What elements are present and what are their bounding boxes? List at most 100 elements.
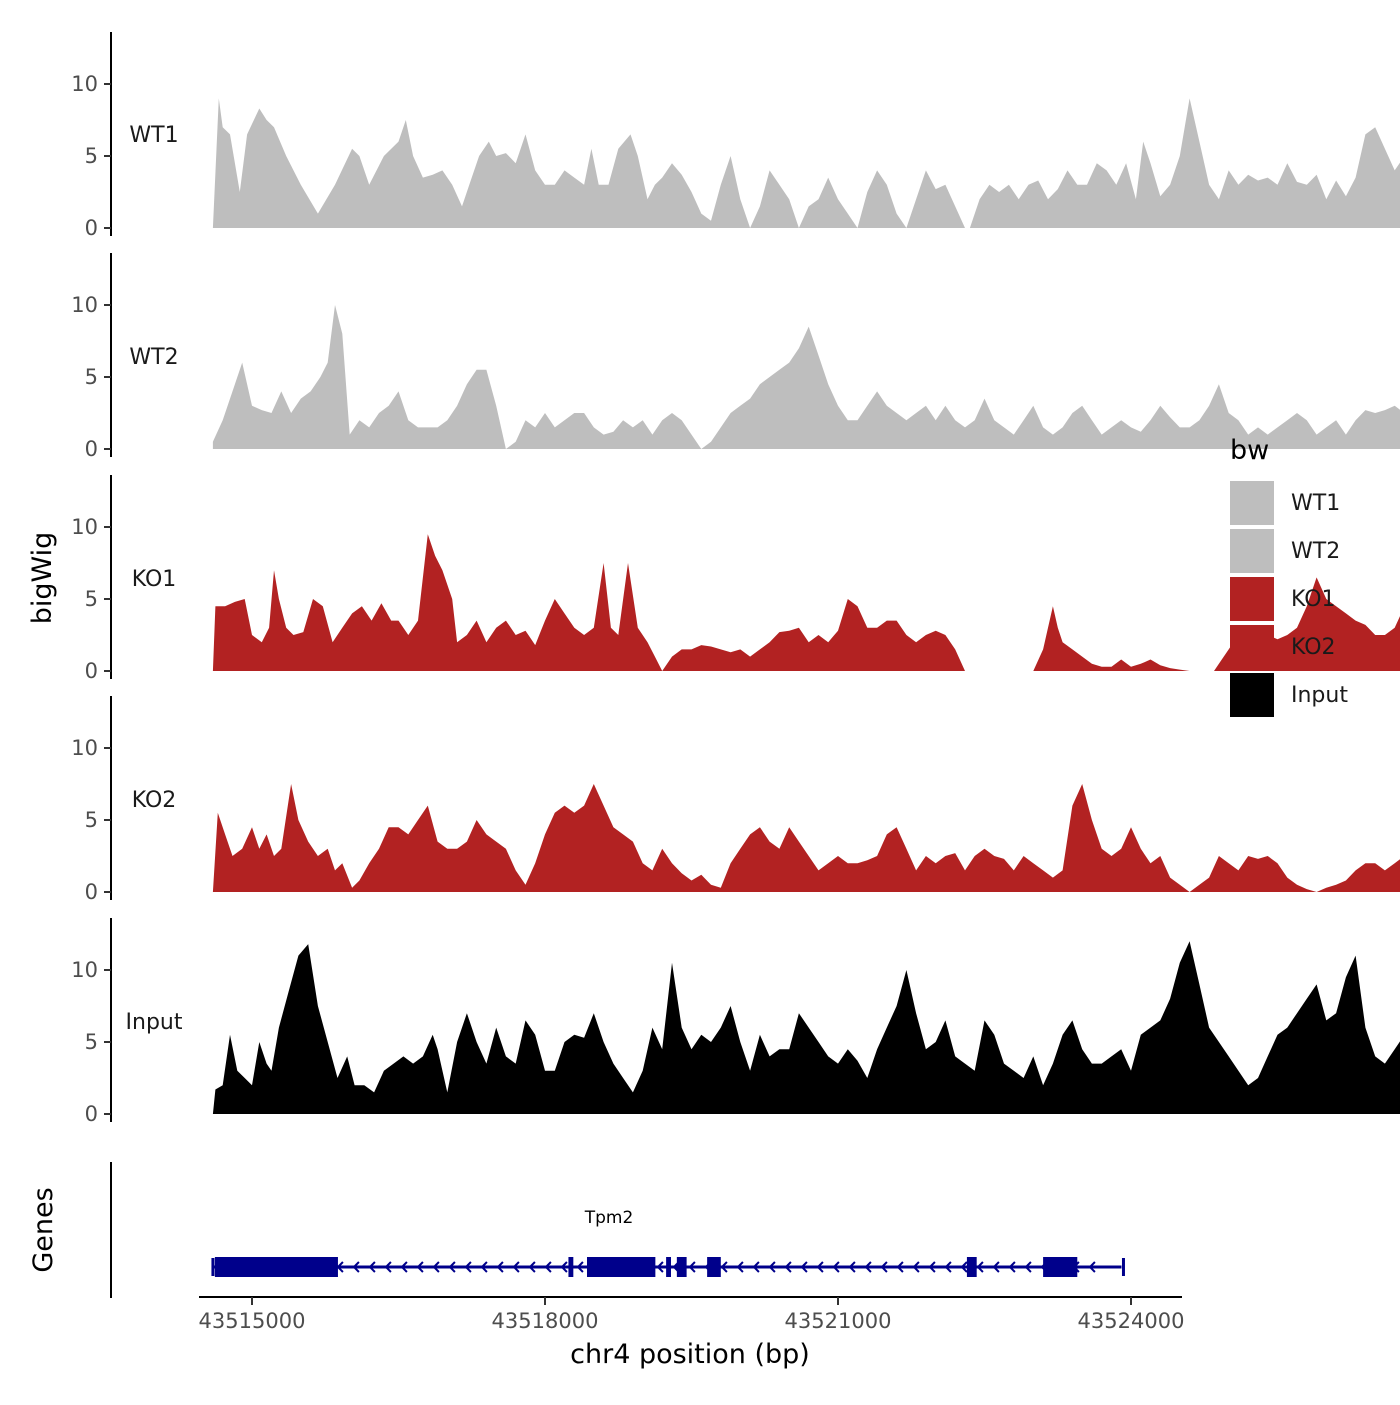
y-tick-label: 10 xyxy=(71,515,98,539)
strand-arrow-icon xyxy=(416,1261,424,1273)
y-tick-label: 0 xyxy=(85,1102,98,1126)
legend-swatch xyxy=(1230,481,1274,525)
gene-exon xyxy=(676,1257,687,1277)
gene-exon xyxy=(666,1257,671,1277)
track-wt1: 0 5 10 WT1 xyxy=(71,32,1400,240)
y-tick-label: 0 xyxy=(85,659,98,683)
legend-entry-ko1: KO1 xyxy=(1230,577,1336,621)
strand-arrow-icon xyxy=(544,1261,552,1273)
track-ko1: 0 5 10 KO1 xyxy=(71,475,1400,683)
strand-arrow-icon xyxy=(464,1261,472,1273)
strand-arrow-icon xyxy=(576,1261,584,1273)
strand-arrow-icon xyxy=(960,1261,968,1273)
gene-exon xyxy=(214,1257,338,1277)
legend-entry-wt2: WT2 xyxy=(1230,529,1340,573)
track-ko2: 0 5 10 KO2 xyxy=(71,696,1400,904)
strand-arrow-icon xyxy=(752,1261,760,1273)
y-tick-label: 0 xyxy=(85,216,98,240)
track-label: Input xyxy=(126,1010,183,1035)
track-wt2: 0 5 10 WT2 xyxy=(71,253,1400,461)
legend-label: WT2 xyxy=(1291,539,1340,564)
y-tick-label: 10 xyxy=(71,72,98,96)
track-input: 0 5 10 Input xyxy=(71,918,1400,1126)
strand-arrow-icon xyxy=(528,1261,536,1273)
strand-arrow-icon xyxy=(848,1261,856,1273)
legend-swatch xyxy=(1230,529,1274,573)
track-label: WT1 xyxy=(129,123,178,148)
track-label: KO1 xyxy=(132,567,177,592)
x-tick-label: 43518000 xyxy=(492,1309,599,1333)
y-tick-label: 10 xyxy=(71,958,98,982)
y-axis-title: bigWig xyxy=(27,532,58,625)
strand-arrow-icon xyxy=(800,1261,808,1273)
y-tick-label: 0 xyxy=(85,880,98,904)
strand-arrow-icon xyxy=(432,1261,440,1273)
legend-entry-wt1: WT1 xyxy=(1230,481,1340,525)
track-label: KO2 xyxy=(132,788,177,813)
strand-arrow-icon xyxy=(384,1261,392,1273)
y-tick-label: 5 xyxy=(85,144,98,168)
strand-arrow-icon xyxy=(944,1261,952,1273)
strand-arrow-icon xyxy=(864,1261,872,1273)
legend-title: bw xyxy=(1230,435,1269,466)
strand-arrow-icon xyxy=(560,1261,568,1273)
x-axis-title: chr4 position (bp) xyxy=(570,1339,810,1370)
gene-exon xyxy=(707,1257,721,1277)
strand-arrow-icon xyxy=(352,1261,360,1273)
legend-label: Input xyxy=(1291,683,1348,708)
strand-arrow-icon xyxy=(912,1261,920,1273)
strand-arrow-icon xyxy=(784,1261,792,1273)
strand-arrow-icon xyxy=(368,1261,376,1273)
legend-label: KO2 xyxy=(1291,635,1336,660)
strand-arrow-icon xyxy=(832,1261,840,1273)
y-tick-label: 5 xyxy=(85,1030,98,1054)
strand-arrow-icon xyxy=(992,1261,1000,1273)
strand-arrow-icon xyxy=(1088,1261,1096,1273)
y-tick-label: 5 xyxy=(85,587,98,611)
strand-arrow-icon xyxy=(1008,1261,1016,1273)
gene-track: Genes Tpm2 xyxy=(28,1162,1125,1298)
strand-arrow-icon xyxy=(480,1261,488,1273)
legend-label: WT1 xyxy=(1291,491,1340,516)
x-tick-label: 43515000 xyxy=(199,1309,306,1333)
y-tick-label: 0 xyxy=(85,437,98,461)
track-label: WT2 xyxy=(129,345,178,370)
x-tick-label: 43521000 xyxy=(785,1309,892,1333)
coverage-area-ko1 xyxy=(212,534,1400,671)
gene-model xyxy=(211,1257,1125,1277)
strand-arrow-icon xyxy=(768,1261,776,1273)
coverage-tracks: 0 5 10 WT1 0 5 10 WT2 0 5 10 KO1 0 5 10 KO2 0 5 10 Input xyxy=(71,32,1400,1126)
y-tick-label: 5 xyxy=(85,365,98,389)
strand-arrow-icon xyxy=(720,1261,728,1273)
coverage-area-wt2 xyxy=(212,305,1400,449)
strand-arrow-icon xyxy=(880,1261,888,1273)
strand-arrow-icon xyxy=(656,1261,664,1273)
genes-axis-title: Genes xyxy=(28,1187,59,1272)
legend-label: KO1 xyxy=(1291,587,1336,612)
strand-arrow-icon xyxy=(928,1261,936,1273)
x-axis: 43515000 43518000 43521000 43524000 chr4 po… xyxy=(199,1296,1185,1370)
strand-arrow-icon xyxy=(688,1261,696,1273)
legend-entry-input: Input xyxy=(1230,673,1348,717)
x-ticks: 43515000 43518000 43521000 43524000 xyxy=(199,1297,1185,1333)
gene-exon xyxy=(586,1257,656,1277)
x-tick-label: 43524000 xyxy=(1078,1309,1185,1333)
strand-arrow-icon xyxy=(1024,1261,1032,1273)
strand-arrow-icon xyxy=(448,1261,456,1273)
coverage-area-ko2 xyxy=(212,784,1400,892)
y-tick-label: 10 xyxy=(71,293,98,317)
gene-exon xyxy=(1043,1257,1078,1277)
gene-exon xyxy=(966,1257,977,1277)
strand-arrow-icon xyxy=(816,1261,824,1273)
legend: bw WT1 WT2 KO1 KO2 Input xyxy=(1230,435,1348,717)
y-tick-label: 5 xyxy=(85,808,98,832)
coverage-area-input xyxy=(212,941,1400,1114)
legend-entry-ko2: KO2 xyxy=(1230,625,1336,669)
strand-arrow-icon xyxy=(976,1261,984,1273)
legend-swatch xyxy=(1230,625,1274,669)
strand-arrow-icon xyxy=(512,1261,520,1273)
legend-swatch xyxy=(1230,577,1274,621)
strand-arrow-icon xyxy=(496,1261,504,1273)
